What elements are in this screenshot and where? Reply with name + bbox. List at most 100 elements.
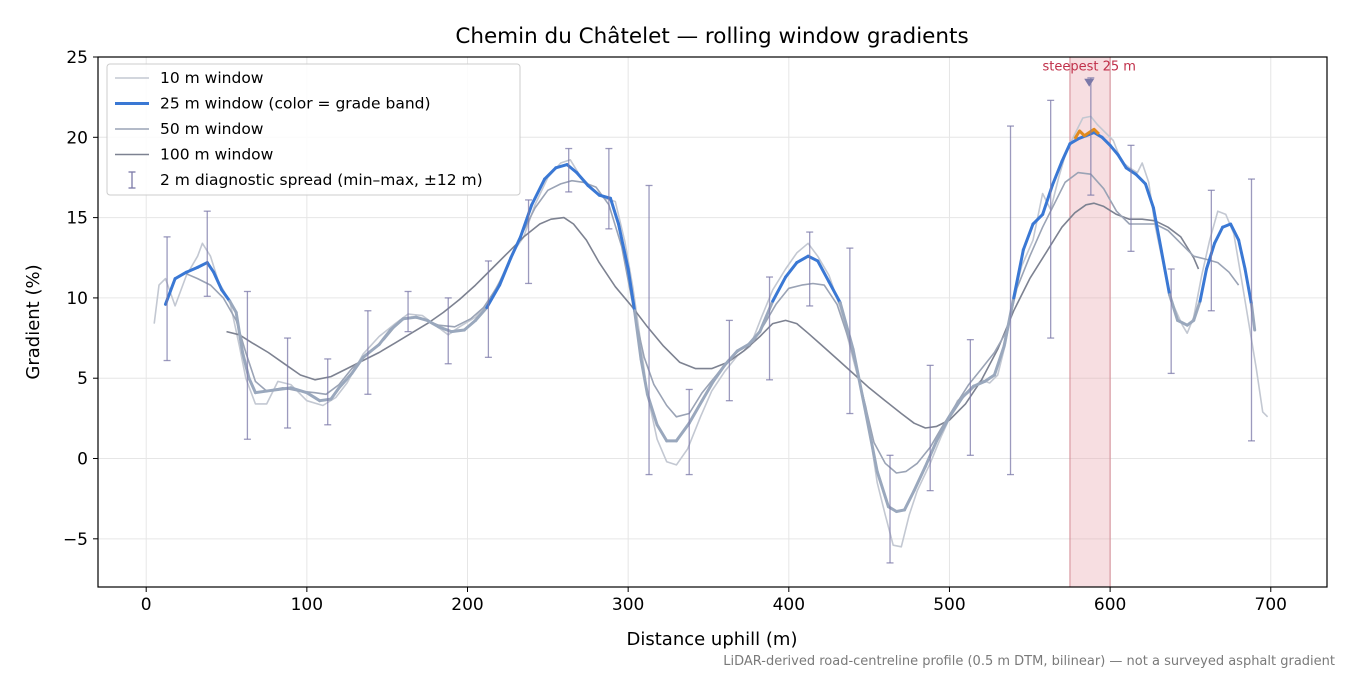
x-tick-label: 300 <box>612 595 644 615</box>
error-bar <box>1207 189 1215 312</box>
axes-frame <box>97 56 1328 588</box>
legend-label: 25 m window (color = grade band) <box>160 95 431 113</box>
y-tick-label: −5 <box>63 530 88 550</box>
series-25m-segment <box>305 391 322 403</box>
series-25m-segment <box>972 379 987 388</box>
series-25m-segment <box>575 171 590 187</box>
series-25m-segment <box>1031 212 1045 226</box>
series-25m-segment <box>655 423 669 443</box>
series-25m-segment <box>639 357 649 396</box>
series-25m-segment <box>983 373 996 383</box>
series-25m-segment <box>864 412 879 473</box>
series-25m-segment <box>723 349 739 367</box>
series-10m-line <box>153 115 1269 548</box>
error-bar <box>1167 268 1175 375</box>
y-axis-label: Gradient (%) <box>23 264 44 379</box>
series-25m-segment <box>543 166 558 181</box>
series-25m-segment <box>586 183 601 197</box>
series-25m-segment <box>1176 318 1189 327</box>
series-25m-segment <box>276 386 293 391</box>
series-25m-segment <box>228 299 238 314</box>
y-tick-label: 10 <box>66 289 88 309</box>
series-25m-segment <box>498 256 513 287</box>
y-tick-label: 20 <box>66 128 88 148</box>
error-bar <box>725 319 733 402</box>
y-tick-label: 15 <box>66 209 88 229</box>
series-25m-segment <box>388 317 405 332</box>
x-tick-label: 0 <box>141 595 152 615</box>
series-25m-segment <box>425 318 441 329</box>
error-bar <box>243 290 251 440</box>
series-100m-line <box>226 202 1200 429</box>
series-25m-segment <box>414 315 429 322</box>
series-25m-segment <box>1068 137 1080 146</box>
series-25m-segment <box>1151 206 1164 253</box>
chart-title: Chemin du Châtelet — rolling window grad… <box>455 24 968 49</box>
series-25m-segment <box>617 222 630 271</box>
series-25m-segment <box>220 288 232 303</box>
x-tick-label: 100 <box>291 595 323 615</box>
series-layer <box>153 77 1269 564</box>
series-25m-segment <box>1143 182 1155 210</box>
error-bar <box>1127 144 1135 252</box>
series-25m-segment <box>361 342 381 359</box>
error-bar <box>966 339 974 456</box>
series-25m-segment <box>1060 142 1072 163</box>
x-axis-label: Distance uphill (m) <box>627 629 798 650</box>
series-25m-segment <box>462 318 478 332</box>
series-25m-segment <box>530 177 547 207</box>
error-bar <box>484 260 492 358</box>
x-tick-label: 500 <box>933 595 965 615</box>
series-25m-segment <box>253 389 269 395</box>
series-25m-segment <box>608 196 621 226</box>
x-tick-label: 200 <box>451 595 483 615</box>
x-tick-label: 400 <box>773 595 805 615</box>
series-25m-segment <box>173 270 188 281</box>
series-25m-segment <box>758 299 775 334</box>
series-25m-segment <box>350 355 365 375</box>
series-25m-segment <box>184 265 200 274</box>
error-bar <box>1087 77 1095 196</box>
error-bar <box>525 199 533 285</box>
error-bar <box>1007 125 1015 476</box>
y-tick-label: 0 <box>77 450 88 470</box>
series-25m-segment <box>401 315 418 321</box>
series-25m-segment <box>1134 172 1147 186</box>
error-bar <box>846 247 854 415</box>
series-25m-segment <box>935 415 951 443</box>
series-25m-segment <box>687 399 704 425</box>
series-25m-segment <box>947 395 964 419</box>
series-25m-segment <box>474 306 489 322</box>
series-25m-segment <box>771 275 788 303</box>
series-25m-segment <box>674 421 691 443</box>
error-bar <box>1247 178 1255 442</box>
series-25m-segment <box>912 465 927 493</box>
series-25m-segment <box>1160 249 1172 297</box>
series-25m-segment <box>923 439 939 469</box>
series-25m-segment <box>838 301 855 351</box>
legend-label: 2 m diagnostic spread (min–max, ±12 m) <box>160 171 483 189</box>
series-25m-segment <box>196 261 209 269</box>
error-bar <box>645 184 653 476</box>
legend-label: 10 m window <box>160 69 264 87</box>
series-25m-segment <box>851 347 868 416</box>
error-bar <box>404 290 412 333</box>
error-bar <box>886 454 894 564</box>
series-25m-segment <box>449 328 466 334</box>
x-tick-label: 700 <box>1255 595 1287 615</box>
series-25m-segment <box>735 342 751 353</box>
legend-box <box>106 63 521 196</box>
y-tick-label: 5 <box>77 369 88 389</box>
series-25m-segment <box>711 363 727 383</box>
series-25m-segment <box>329 386 341 401</box>
series-25m-segment <box>875 469 890 509</box>
series-25m-segment <box>1229 222 1241 242</box>
steepest-marker <box>1084 78 1095 87</box>
series-25m-segment <box>1012 248 1025 300</box>
series-25m-segment <box>992 344 1006 377</box>
series-25m-segment <box>247 376 257 395</box>
series-25m-segment <box>795 254 810 265</box>
error-bar <box>324 358 332 426</box>
error-bar <box>565 147 573 193</box>
series-25m-segment <box>1205 241 1217 271</box>
